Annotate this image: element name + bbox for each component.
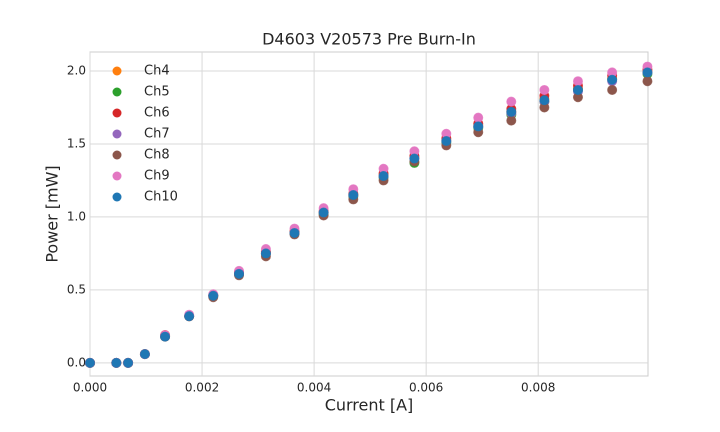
x-tick-label: 0.002	[185, 381, 219, 395]
point	[642, 76, 653, 87]
x-axis-label: Current [A]	[325, 396, 414, 415]
legend-label: Ch5	[144, 85, 170, 100]
point	[318, 207, 329, 218]
point	[473, 112, 484, 123]
y-tick-label: 1.0	[67, 209, 86, 223]
y-tick-label: 0.5	[67, 282, 86, 296]
point	[607, 84, 618, 95]
point	[111, 357, 122, 368]
point	[607, 74, 618, 85]
legend-marker	[112, 66, 122, 76]
legend-label: Ch10	[144, 190, 178, 205]
legend-marker	[112, 171, 122, 181]
x-tick-label: 0.006	[409, 381, 443, 395]
point	[348, 190, 359, 201]
point	[539, 84, 550, 95]
point	[234, 268, 245, 279]
point	[260, 248, 271, 259]
point	[506, 106, 517, 117]
point	[289, 227, 300, 238]
legend-marker	[112, 150, 122, 160]
point	[409, 153, 420, 164]
x-tick-label: 0.004	[297, 381, 331, 395]
point	[85, 357, 95, 368]
legend-label: Ch9	[144, 169, 170, 184]
legend-marker	[112, 108, 122, 118]
x-tick-label: 0.000	[73, 381, 107, 395]
legend-label: Ch8	[144, 148, 170, 163]
legend-marker	[112, 87, 122, 97]
point	[139, 349, 150, 360]
point	[473, 121, 484, 132]
point	[208, 290, 219, 301]
point	[123, 357, 134, 368]
legend-label: Ch6	[144, 106, 170, 121]
point	[572, 76, 583, 87]
x-tick-label: 0.008	[521, 381, 555, 395]
y-tick-label: 1.5	[67, 136, 86, 150]
point	[441, 136, 452, 147]
point	[160, 331, 171, 342]
y-axis-label: Power [mW]	[43, 165, 62, 262]
point	[572, 84, 583, 95]
point	[506, 96, 517, 107]
legend-marker	[112, 192, 122, 202]
y-tick-label: 0.0	[67, 355, 86, 369]
point	[506, 115, 517, 126]
legend-label: Ch7	[144, 127, 170, 142]
point	[539, 95, 550, 106]
point	[184, 311, 195, 322]
y-tick-label: 2.0	[67, 63, 86, 77]
point	[642, 67, 653, 78]
legend-label: Ch4	[144, 64, 170, 79]
legend-marker	[112, 129, 122, 139]
point	[378, 171, 389, 182]
plot-area	[89, 51, 649, 377]
chart-title: D4603 V20573 Pre Burn-In	[262, 30, 476, 49]
